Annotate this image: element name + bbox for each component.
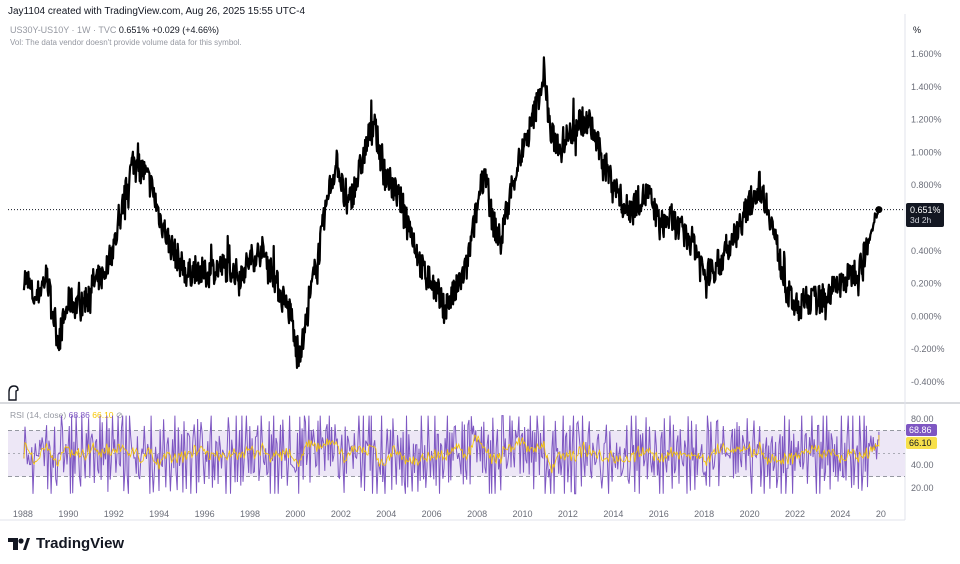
unit-label[interactable]: % [913, 25, 922, 35]
price-tick-label: 1.400% [911, 82, 942, 92]
time-tick-label: 2020 [740, 509, 760, 519]
badge-countdown: 3d 2h [910, 215, 932, 225]
tradingview-logo-icon [8, 537, 30, 550]
time-tick-label: 2022 [785, 509, 805, 519]
price-tick-label: 1.000% [911, 147, 942, 157]
time-tick-label: 2014 [603, 509, 623, 519]
price-tick-label: 0.200% [911, 279, 942, 289]
rsi-line [23, 415, 880, 495]
series-legend[interactable]: US30Y-US10Y · 1W · TVC 0.651% +0.029 (+4… [10, 25, 219, 35]
price-tick-label: -0.400% [911, 377, 945, 387]
badge-value: 0.651% [910, 205, 941, 215]
brand-name: TradingView [36, 535, 125, 552]
chart-credit: Jay1104 created with TradingView.com, Au… [8, 6, 306, 17]
settings-icon[interactable]: ⊘ [115, 410, 124, 420]
time-tick-label: 1996 [195, 509, 215, 519]
rsi-value: 68.86 [68, 410, 90, 420]
rsi-ma-badge: 66.10 [906, 437, 937, 449]
price-badge: 0.651% 3d 2h [906, 203, 944, 227]
price-tick-label: 0.800% [911, 180, 942, 190]
price-tick-label: -0.200% [911, 344, 945, 354]
rsi-tick-label: 80.00 [911, 414, 934, 424]
time-tick-label: 2006 [422, 509, 442, 519]
time-tick-label: 1998 [240, 509, 260, 519]
price-tick-label: 1.200% [911, 115, 942, 125]
replay-icon[interactable] [8, 385, 19, 401]
price-tick-label: 1.600% [911, 49, 942, 59]
volume-note: Vol: The data vendor doesn't provide vol… [10, 38, 242, 47]
rsi-legend[interactable]: RSI (14, close) 68.86 66.10 ⊘ [10, 410, 123, 421]
time-axis: 1988 1990 1992 1994 1996 1998 2000 2002 2004 2006… [13, 509, 886, 519]
time-tick-label: 2016 [649, 509, 669, 519]
change-value: +0.029 (+4.66%) [151, 25, 219, 35]
symbol-label: US30Y-US10Y · 1W · TVC [10, 25, 117, 35]
time-tick-label: 2012 [558, 509, 578, 519]
rsi-ma-line [23, 434, 880, 474]
series-line-us30y-us10y [22, 56, 880, 369]
price-tick-label: 0.000% [911, 311, 942, 321]
last-value: 0.651% [118, 25, 150, 35]
last-point-marker [875, 206, 883, 214]
time-tick-label: 1988 [13, 509, 33, 519]
time-tick-label: 2000 [285, 509, 305, 519]
rsi-badge-value: 68.86 [909, 425, 932, 435]
rsi-tick-label: 40.00 [911, 460, 934, 470]
rsi-label: RSI (14, close) [10, 410, 67, 420]
time-tick-label: 2002 [331, 509, 351, 519]
time-tick-label: 1994 [149, 509, 169, 519]
time-tick-label: 2004 [376, 509, 396, 519]
rsi-tick-label: 20.00 [911, 483, 934, 493]
time-tick-label: 2024 [830, 509, 850, 519]
time-tick-label: 2010 [512, 509, 532, 519]
time-tick-label: 1992 [104, 509, 124, 519]
time-tick-label: 2008 [467, 509, 487, 519]
time-tick-label: 1990 [58, 509, 78, 519]
rsi-ma-badge-value: 66.10 [909, 438, 932, 448]
rsi-badge: 68.86 [906, 424, 937, 436]
brand-logo[interactable]: TradingView [8, 535, 124, 552]
price-tick-label: 0.400% [911, 246, 942, 256]
time-tick-label: 2018 [694, 509, 714, 519]
rsi-ma-value: 66.10 [92, 410, 114, 420]
time-tick-label: 20 [876, 509, 886, 519]
